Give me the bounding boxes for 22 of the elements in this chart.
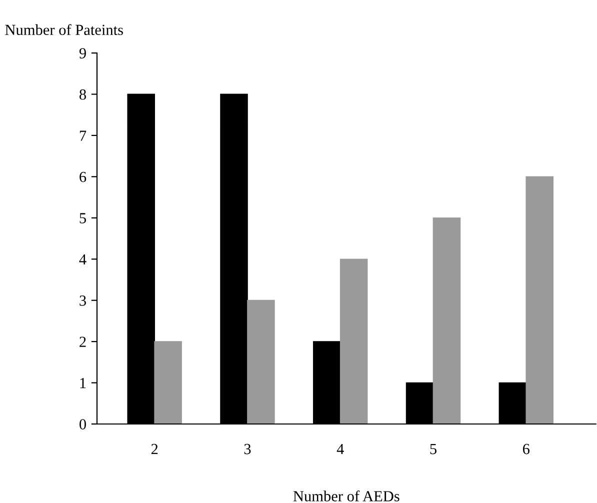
bar (154, 341, 182, 424)
y-tick-label: 8 (80, 89, 86, 100)
bar (526, 176, 554, 424)
y-tick-label: 1 (80, 378, 86, 388)
y-tick-label: 2 (80, 336, 86, 347)
x-tick-label: 2 (151, 444, 158, 454)
y-tick-label: 7 (80, 130, 86, 141)
y-tick-label: 4 (79, 254, 86, 264)
y-tick-label: 9 (79, 48, 86, 58)
y-tick-label: 3 (80, 296, 86, 306)
x-tick-label: 6 (522, 444, 530, 454)
y-tick-label: 5 (80, 213, 86, 224)
y-tick-label: 6 (80, 172, 86, 182)
x-axis-title: Number of AEDs (293, 490, 400, 502)
bar (340, 258, 368, 424)
bar (432, 217, 461, 424)
y-axis-title: Number of Pateints (5, 24, 123, 36)
bar (247, 300, 275, 424)
y-tick-label: 0 (80, 419, 86, 430)
x-tick-label: 4 (336, 444, 344, 454)
x-tick-label: 3 (244, 444, 251, 454)
x-tick-label: 5 (430, 444, 436, 454)
